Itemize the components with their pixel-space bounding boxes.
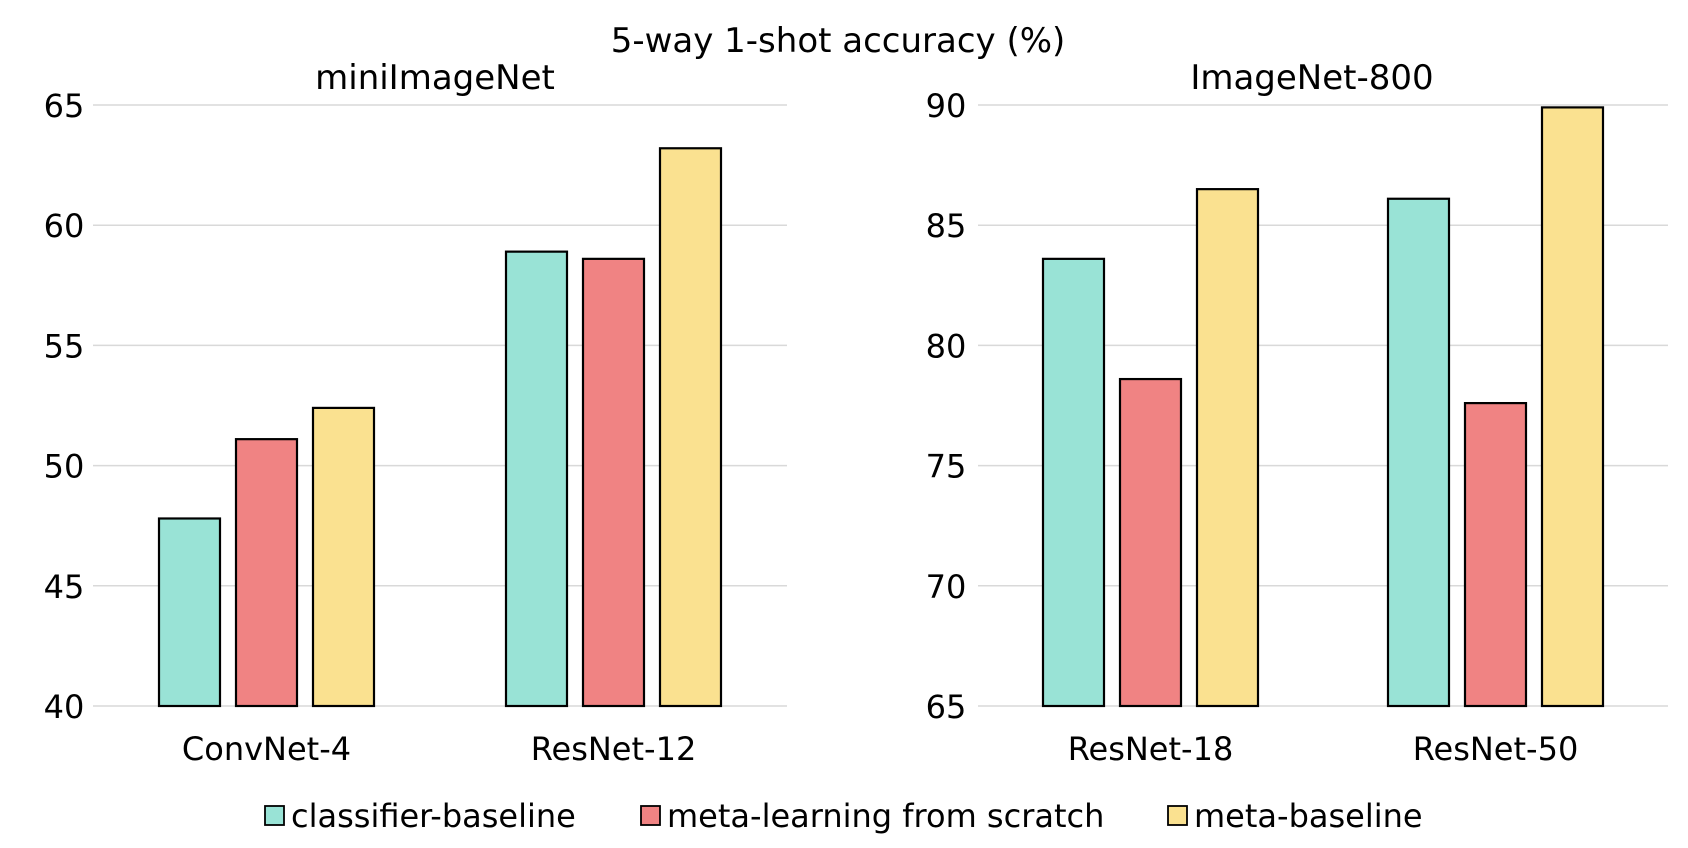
legend: classifier-baseline meta-learning from sc… [264, 797, 1423, 835]
y-tick-label: 50 [44, 448, 85, 486]
panel-imagenet-800: ImageNet-800 65 70 75 80 85 90 ResNet-18 ResNet… [926, 58, 1668, 768]
bar-classifier-baseline [1041, 257, 1106, 708]
legend-label: meta-learning from scratch [667, 797, 1104, 835]
bar-meta-baseline [1540, 106, 1605, 708]
y-tick-label: 60 [44, 207, 85, 245]
legend-label: classifier-baseline [291, 797, 576, 835]
y-tick-label: 80 [926, 327, 967, 365]
y-tick-label: 65 [926, 688, 967, 726]
y-tick-label: 55 [44, 327, 85, 365]
y-tick-label: 65 [44, 87, 85, 125]
y-tick-label: 45 [44, 568, 85, 606]
bar-meta-learning-from-scratch [234, 438, 299, 708]
bar-meta-learning-from-scratch [581, 257, 646, 708]
x-category-label: ResNet-50 [1413, 730, 1579, 768]
y-tick-label: 40 [44, 688, 85, 726]
legend-swatch [640, 805, 661, 826]
panel-title: miniImageNet [315, 58, 555, 98]
y-tick-label: 85 [926, 207, 967, 245]
bar-classifier-baseline [157, 517, 222, 708]
bar-meta-baseline [1195, 188, 1260, 708]
legend-swatch [264, 805, 285, 826]
figure-title: 5-way 1-shot accuracy (%) [611, 21, 1066, 61]
bar-meta-baseline [658, 147, 723, 708]
bar-meta-baseline [311, 406, 376, 708]
x-category-label: ResNet-18 [1068, 730, 1234, 768]
bar-meta-learning-from-scratch [1463, 401, 1528, 708]
y-tick-label: 90 [926, 87, 967, 125]
legend-label: meta-baseline [1194, 797, 1423, 835]
y-tick-label: 70 [926, 568, 967, 606]
legend-swatch [1167, 805, 1188, 826]
panel-miniimagenet: miniImageNet 40 45 50 55 60 65 ConvNet-4 ResNet… [44, 58, 787, 768]
y-tick-label: 75 [926, 448, 967, 486]
x-category-label: ResNet-12 [531, 730, 697, 768]
bar-classifier-baseline [504, 250, 569, 708]
x-category-label: ConvNet-4 [182, 730, 351, 768]
bar-classifier-baseline [1386, 197, 1451, 708]
panel-title: ImageNet-800 [1190, 58, 1433, 98]
bar-meta-learning-from-scratch [1118, 377, 1183, 708]
